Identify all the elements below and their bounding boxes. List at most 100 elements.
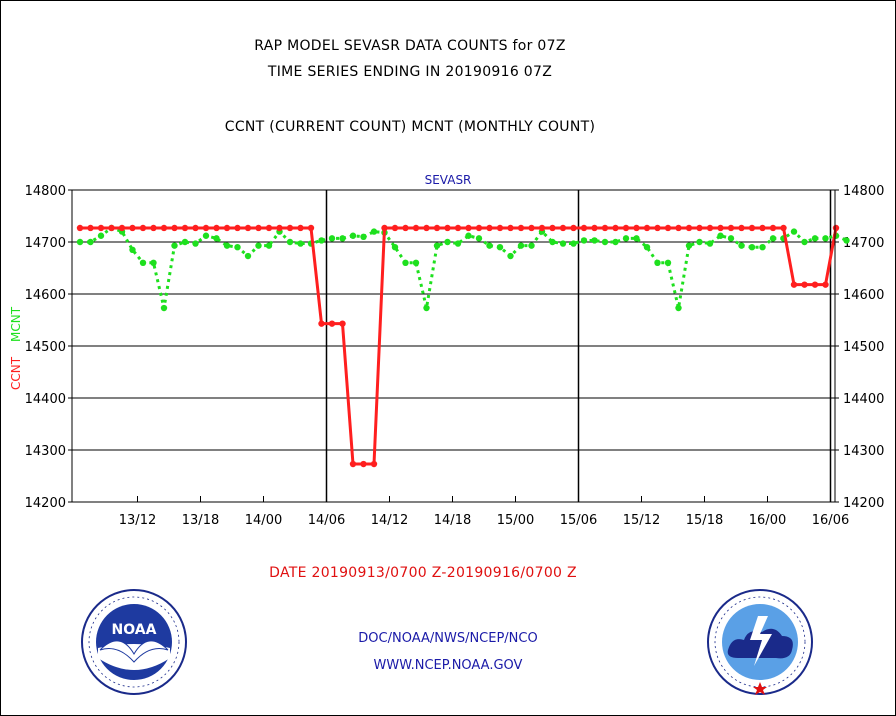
mcnt-point [507,252,514,260]
mcnt-point [486,242,493,249]
ccnt-point [633,224,640,232]
x-tick-label: 13/12 [119,513,156,528]
mcnt-point [664,259,672,266]
website-url[interactable]: WWW.NCEP.NOAA.GOV [373,658,523,673]
mcnt-point [97,232,105,239]
mcnt-point [76,238,84,246]
panel-label: SEVASR [425,173,472,187]
ccnt-point [748,224,756,232]
y-tick-label: 14200 [25,496,66,511]
ccnt-point [328,320,336,327]
axes: 14200 14200 14300 14300 14400 14400 14500 14500… [25,184,885,528]
ccnt-point [654,224,661,232]
ccnt-point [706,224,714,232]
ccnt-point [507,224,514,232]
ccnt-point [738,224,745,232]
x-tick-label: 15/18 [686,513,723,528]
ccnt-point [412,224,420,232]
mcnt-point [496,244,504,251]
ccnt-point [580,224,588,232]
mcnt-point [318,237,325,244]
mcnt-point [423,304,430,312]
mcnt-point [444,238,451,246]
ccnt-point [517,224,525,232]
y-tick-label: 14400 [843,392,884,407]
chart-subtitle: TIME SERIES ENDING IN 20190916 07Z [267,64,553,80]
mcnt-point [769,235,777,242]
ccnt-point [108,224,115,232]
mcnt-point [339,235,346,242]
ccnt-point [318,320,325,327]
mcnt-point [685,242,693,249]
mcnt-point [223,242,231,249]
mcnt-point [202,232,210,239]
ccnt-point [297,224,304,232]
plot-border [71,189,836,503]
x-tick-label: 14/12 [371,513,408,528]
ccnt-point [486,224,493,232]
mcnt-point [475,235,483,242]
mcnt-point [601,238,609,246]
ccnt-point [265,224,273,232]
ccnt-point [276,224,283,232]
mcnt-point [801,238,808,246]
mcnt-point [213,235,220,242]
ccnt-point [433,224,441,232]
chart-title: RAP MODEL SEVASR DATA COUNTS for 07Z [254,38,566,54]
mcnt-point [234,244,241,251]
ccnt-point [591,224,598,232]
x-tick-label: 16/00 [749,513,786,528]
mcnt-point [549,238,556,246]
x-tick-label: 14/06 [308,513,345,528]
mcnt-point [643,244,651,251]
ccnt-point [612,224,619,232]
ccnt-point [822,281,829,288]
mcnt-point [171,242,178,249]
ccnt-point [139,224,147,232]
ccnt-point [801,281,808,288]
x-tick-label: 16/06 [812,513,849,528]
mcnt-point [433,242,441,249]
mcnt-point [717,232,724,239]
x-tick-label: 15/00 [497,513,534,528]
x-tick-label: 15/12 [623,513,660,528]
y-tick-label: 14800 [843,184,884,199]
ccnt-point [339,320,346,327]
x-tick-label: 14/18 [434,513,471,528]
mcnt-point [517,242,525,249]
mcnt-point [528,242,535,249]
y-tick-label: 14300 [843,444,884,459]
mcnt-point [139,259,147,266]
ccnt-point [811,281,819,288]
mcnt-point [192,240,199,247]
ccnt-point [538,224,546,232]
ccnt-point [664,224,672,232]
ccnt-point [118,224,126,232]
mcnt-point [822,235,829,242]
y-axis-title-ccnt: CCNT [9,356,23,390]
mcnt-point [129,246,136,253]
mcnt-point [559,240,567,247]
mcnt-point [265,242,273,249]
mcnt-point [759,244,766,251]
mcnt-point [654,259,661,266]
ccnt-point [307,224,315,232]
ccnt-point [696,224,703,232]
mcnt-point [591,237,598,244]
mcnt-point [843,237,850,244]
mcnt-point [255,242,262,249]
mcnt-point [150,259,157,266]
ccnt-point [181,224,189,232]
ccnt-point [286,224,294,232]
ccnt-point [234,224,241,232]
ccnt-point [129,224,136,232]
ccnt-point [559,224,567,232]
ccnt-point [570,224,577,232]
mcnt-point [328,235,336,242]
mcnt-point [748,244,756,251]
mcnt-point [622,235,630,242]
mcnt-point [612,238,619,246]
mcnt-point [160,304,168,312]
mcnt-point [181,238,189,246]
mcnt-point [391,244,399,251]
